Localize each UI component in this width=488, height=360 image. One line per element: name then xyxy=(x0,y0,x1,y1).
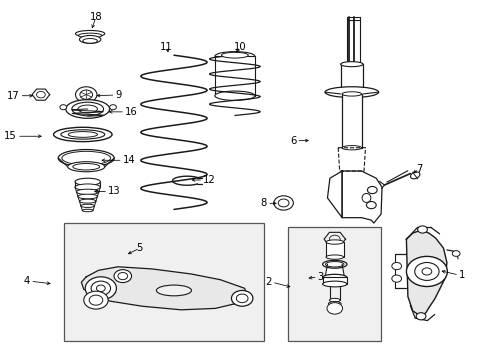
Ellipse shape xyxy=(82,209,93,212)
Ellipse shape xyxy=(65,100,109,118)
Ellipse shape xyxy=(78,33,102,38)
Ellipse shape xyxy=(78,194,97,199)
Bar xyxy=(325,242,343,257)
Ellipse shape xyxy=(325,87,378,98)
Ellipse shape xyxy=(58,149,114,167)
Text: 2: 2 xyxy=(265,277,271,287)
Ellipse shape xyxy=(79,36,101,43)
Text: 18: 18 xyxy=(89,12,102,22)
Text: 3: 3 xyxy=(317,272,324,282)
Circle shape xyxy=(406,256,447,287)
Ellipse shape xyxy=(328,302,341,306)
Circle shape xyxy=(366,186,376,194)
Text: 1: 1 xyxy=(458,270,465,280)
Text: 10: 10 xyxy=(233,42,245,51)
Text: 12: 12 xyxy=(203,175,216,185)
Bar xyxy=(288,226,380,341)
Ellipse shape xyxy=(54,127,112,141)
Text: 16: 16 xyxy=(125,107,138,117)
Ellipse shape xyxy=(214,91,254,100)
Ellipse shape xyxy=(62,151,110,165)
Text: 15: 15 xyxy=(4,131,17,141)
Ellipse shape xyxy=(221,52,248,58)
Text: 11: 11 xyxy=(160,42,173,51)
Polygon shape xyxy=(81,267,246,310)
Circle shape xyxy=(89,295,102,305)
Ellipse shape xyxy=(214,51,254,61)
Circle shape xyxy=(85,277,116,300)
Circle shape xyxy=(109,105,116,110)
Circle shape xyxy=(236,294,247,303)
Bar xyxy=(340,64,362,95)
Ellipse shape xyxy=(409,172,419,179)
Ellipse shape xyxy=(82,39,97,43)
Circle shape xyxy=(417,226,427,233)
Circle shape xyxy=(231,291,252,306)
Circle shape xyxy=(414,262,438,280)
Ellipse shape xyxy=(68,132,97,137)
Circle shape xyxy=(91,281,110,296)
Circle shape xyxy=(421,268,431,275)
Ellipse shape xyxy=(75,178,100,185)
Text: 8: 8 xyxy=(260,198,266,208)
Ellipse shape xyxy=(322,260,346,268)
Ellipse shape xyxy=(325,255,343,259)
Text: 7: 7 xyxy=(415,164,422,174)
Ellipse shape xyxy=(73,163,100,170)
Ellipse shape xyxy=(340,92,362,97)
Bar xyxy=(64,223,264,341)
Text: 9: 9 xyxy=(115,90,122,100)
Circle shape xyxy=(451,251,459,256)
Polygon shape xyxy=(406,230,446,316)
Text: 13: 13 xyxy=(108,186,121,197)
Ellipse shape xyxy=(79,199,96,203)
Ellipse shape xyxy=(78,105,97,113)
Polygon shape xyxy=(325,264,344,278)
Circle shape xyxy=(273,196,293,210)
Circle shape xyxy=(391,275,401,282)
Ellipse shape xyxy=(75,184,100,190)
Circle shape xyxy=(75,87,97,103)
Ellipse shape xyxy=(76,189,99,194)
Ellipse shape xyxy=(81,204,94,207)
Circle shape xyxy=(114,270,131,283)
Circle shape xyxy=(326,303,342,314)
Ellipse shape xyxy=(75,31,104,37)
Ellipse shape xyxy=(325,262,344,267)
Text: 4: 4 xyxy=(24,276,30,286)
Ellipse shape xyxy=(361,193,370,202)
Ellipse shape xyxy=(61,130,104,139)
Ellipse shape xyxy=(322,274,346,281)
Ellipse shape xyxy=(325,240,343,244)
Text: 5: 5 xyxy=(136,243,142,253)
Ellipse shape xyxy=(342,92,361,96)
Bar xyxy=(214,55,254,96)
Ellipse shape xyxy=(156,285,191,296)
Ellipse shape xyxy=(342,145,361,150)
Text: 6: 6 xyxy=(289,136,296,145)
Text: 14: 14 xyxy=(122,155,135,165)
Ellipse shape xyxy=(340,62,362,67)
Bar xyxy=(342,94,361,148)
Ellipse shape xyxy=(329,298,340,302)
Circle shape xyxy=(118,273,127,280)
Circle shape xyxy=(60,105,66,110)
Ellipse shape xyxy=(322,281,346,287)
Circle shape xyxy=(96,285,105,292)
Circle shape xyxy=(366,202,375,209)
Circle shape xyxy=(391,262,401,270)
Circle shape xyxy=(83,291,108,309)
Polygon shape xyxy=(342,171,381,223)
Ellipse shape xyxy=(72,102,103,116)
Text: 17: 17 xyxy=(7,91,20,101)
Bar xyxy=(322,277,346,284)
Ellipse shape xyxy=(67,162,104,172)
Circle shape xyxy=(278,199,288,207)
Circle shape xyxy=(415,313,425,320)
